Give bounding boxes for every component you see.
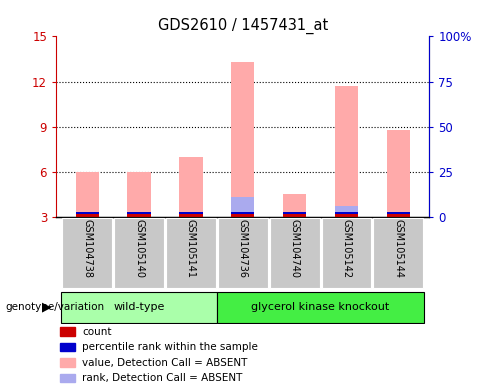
Bar	[127, 214, 151, 217]
Text: glycerol kinase knockout: glycerol kinase knockout	[251, 302, 390, 312]
Bar	[217, 292, 424, 323]
Text: count: count	[82, 327, 112, 337]
Bar	[179, 212, 203, 217]
Bar	[60, 328, 75, 336]
Bar	[270, 218, 320, 288]
Bar	[386, 212, 410, 217]
Bar	[60, 358, 75, 367]
Bar	[231, 197, 254, 217]
Bar	[322, 218, 371, 288]
Text: GSM104736: GSM104736	[238, 219, 248, 278]
Text: percentile rank within the sample: percentile rank within the sample	[82, 342, 258, 352]
Text: GSM104740: GSM104740	[290, 219, 300, 278]
Bar	[386, 212, 410, 214]
Bar	[283, 214, 306, 217]
Text: GSM105140: GSM105140	[134, 219, 144, 278]
Bar	[283, 212, 306, 214]
Bar	[335, 207, 358, 217]
Bar	[335, 214, 358, 217]
Bar	[60, 374, 75, 382]
Text: rank, Detection Call = ABSENT: rank, Detection Call = ABSENT	[82, 373, 243, 383]
Text: value, Detection Call = ABSENT: value, Detection Call = ABSENT	[82, 358, 247, 367]
Bar	[231, 62, 254, 217]
Bar	[335, 212, 358, 214]
Bar	[60, 343, 75, 351]
Bar	[179, 212, 203, 214]
Text: GSM105144: GSM105144	[393, 219, 403, 278]
Text: wild-type: wild-type	[113, 302, 165, 312]
Bar	[114, 218, 164, 288]
Bar	[61, 292, 217, 323]
Bar	[283, 194, 306, 217]
Bar	[231, 212, 254, 214]
Text: genotype/variation: genotype/variation	[5, 302, 104, 312]
Bar	[76, 172, 99, 217]
Bar	[386, 130, 410, 217]
Bar	[76, 212, 99, 217]
Bar	[179, 214, 203, 217]
Text: GSM104738: GSM104738	[82, 219, 92, 278]
Bar	[179, 157, 203, 217]
Bar	[76, 214, 99, 217]
Bar	[62, 218, 112, 288]
Bar	[76, 212, 99, 214]
Text: GSM105142: GSM105142	[342, 219, 351, 278]
Bar	[127, 212, 151, 214]
Bar	[231, 214, 254, 217]
Bar	[166, 218, 216, 288]
Bar	[218, 218, 267, 288]
Bar	[127, 212, 151, 217]
Text: ▶: ▶	[41, 301, 51, 314]
Bar	[283, 214, 306, 217]
Bar	[386, 214, 410, 217]
Text: GSM105141: GSM105141	[186, 219, 196, 278]
Bar	[373, 218, 423, 288]
Title: GDS2610 / 1457431_at: GDS2610 / 1457431_at	[158, 18, 328, 34]
Bar	[335, 86, 358, 217]
Bar	[127, 172, 151, 217]
